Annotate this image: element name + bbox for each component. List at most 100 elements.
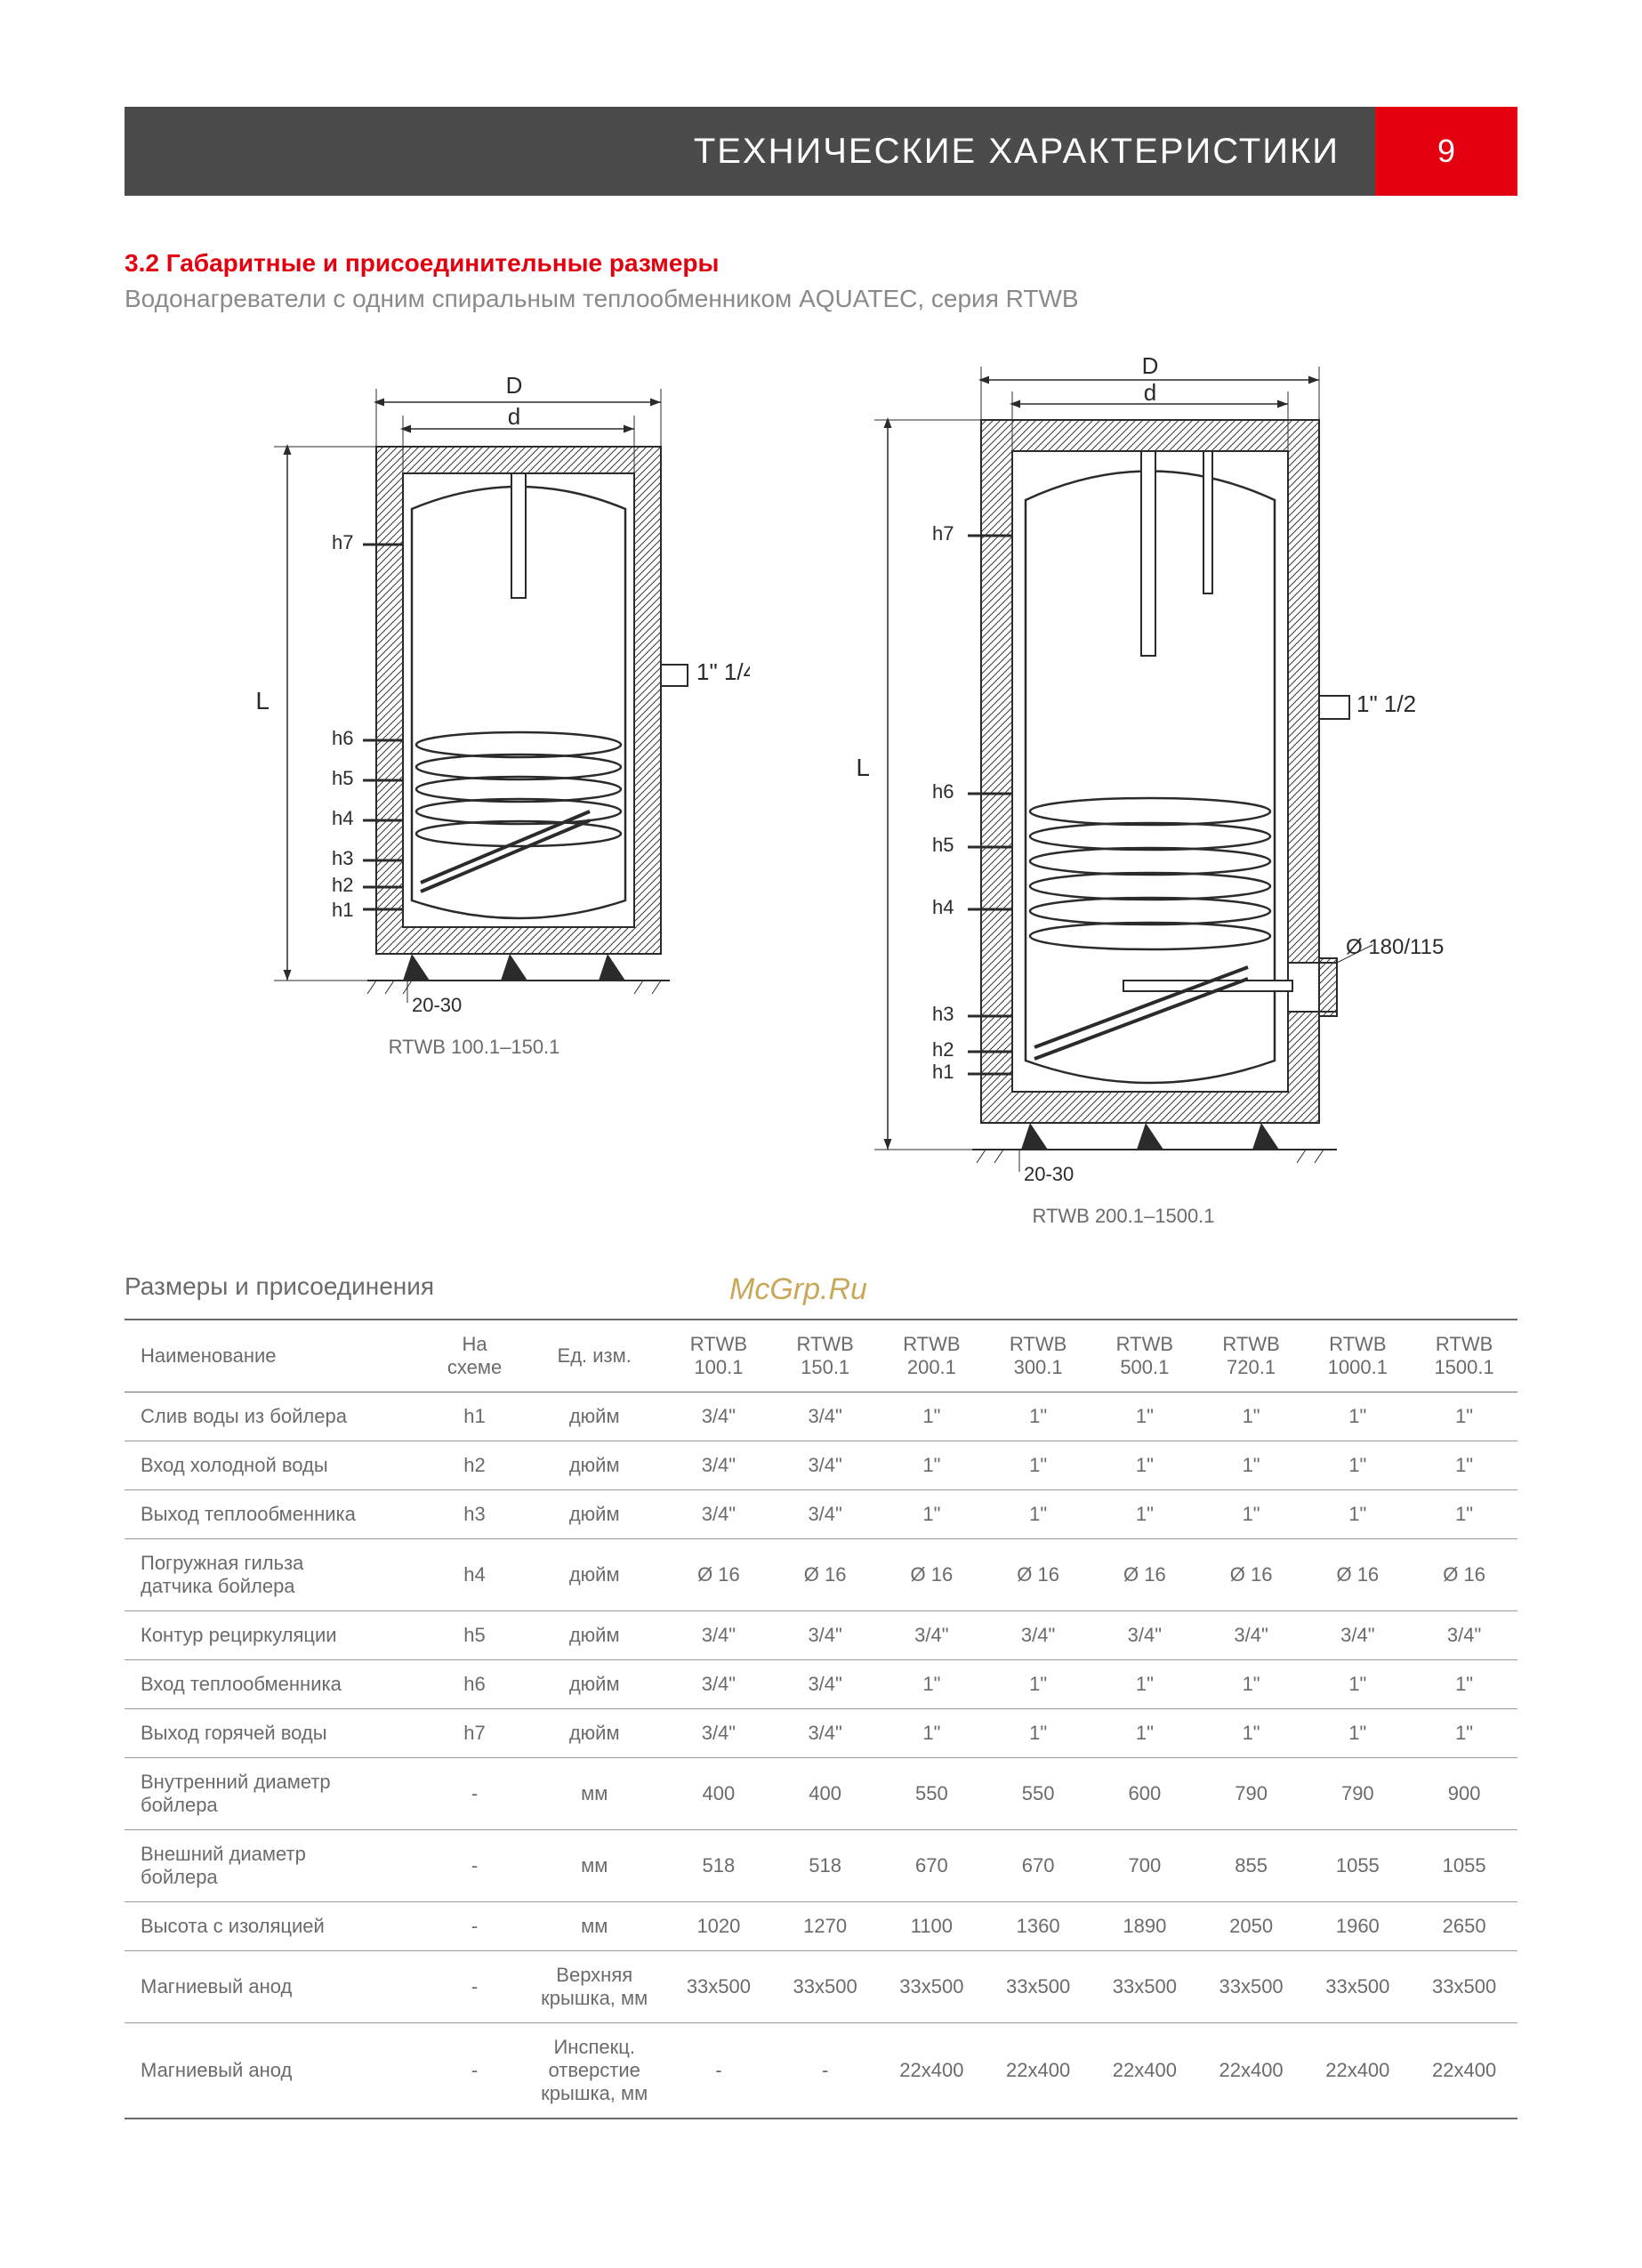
table-cell: 400: [772, 1758, 879, 1830]
table-cell: Ø 16: [1198, 1539, 1305, 1611]
table-cell: 1": [1198, 1441, 1305, 1490]
table-cell: 22х400: [985, 2023, 1091, 2119]
diagram-right-svg: D d L h7 h6 h5 h4 h3 h2 h1 1" 1/2 Ø 180/…: [803, 340, 1444, 1194]
table-cell: 33х500: [879, 1951, 986, 2023]
base-note: 20-30: [412, 994, 462, 1016]
table-cell: Высота с изоляцией: [125, 1902, 426, 1951]
table-cell: 3/4": [772, 1490, 879, 1539]
table-cell: 33х500: [1304, 1951, 1411, 2023]
table-cell: 3/4": [1091, 1611, 1198, 1660]
diagram-right-caption: RTWB 200.1–1500.1: [1032, 1205, 1214, 1228]
table-cell: 1270: [772, 1902, 879, 1951]
table-cell: 518: [665, 1830, 772, 1902]
table-col-header: Ед. изм.: [523, 1320, 665, 1392]
table-cell: 1": [1198, 1660, 1305, 1709]
dim-d: d: [1144, 379, 1156, 406]
table-cell: -: [426, 1830, 524, 1902]
table-cell: 33х500: [1091, 1951, 1198, 2023]
table-cell: Внутренний диаметр бойлера: [125, 1758, 426, 1830]
table-cell: 1": [1411, 1660, 1517, 1709]
table-cell: мм: [523, 1758, 665, 1830]
table-cell: h7: [426, 1709, 524, 1758]
dim-d: d: [508, 403, 520, 430]
table-header-row: НаименованиеНа схемеЕд. изм.RTWB 100.1RT…: [125, 1320, 1517, 1392]
table-cell: дюйм: [523, 1441, 665, 1490]
dim-h3: h3: [932, 1003, 954, 1025]
table-cell: -: [426, 1951, 524, 2023]
dim-L: L: [255, 687, 270, 714]
table-cell: 22х400: [879, 2023, 986, 2119]
table-cell: 1": [1304, 1441, 1411, 1490]
table-cell: 1055: [1411, 1830, 1517, 1902]
table-cell: 1360: [985, 1902, 1091, 1951]
table-cell: дюйм: [523, 1660, 665, 1709]
table-cell: -: [426, 2023, 524, 2119]
table-cell: 1": [1198, 1709, 1305, 1758]
table-cell: 3/4": [1198, 1611, 1305, 1660]
table-cell: Магниевый анод: [125, 2023, 426, 2119]
table-row: Внутренний диаметр бойлера-мм40040055055…: [125, 1758, 1517, 1830]
table-cell: 1": [985, 1441, 1091, 1490]
table-cell: дюйм: [523, 1611, 665, 1660]
table-cell: 855: [1198, 1830, 1305, 1902]
table-col-header: Наименование: [125, 1320, 426, 1392]
table-cell: Инспекц. отверстие крышка, мм: [523, 2023, 665, 2119]
base-note: 20-30: [1024, 1163, 1074, 1185]
table-cell: Ø 16: [985, 1539, 1091, 1611]
table-cell: 2650: [1411, 1902, 1517, 1951]
table-col-header: На схеме: [426, 1320, 524, 1392]
table-cell: Вход теплообменника: [125, 1660, 426, 1709]
table-cell: 1": [1091, 1490, 1198, 1539]
dim-h7: h7: [332, 531, 353, 553]
table-row: Магниевый анод-Верхняя крышка, мм33х5003…: [125, 1951, 1517, 2023]
table-cell: 1": [1304, 1490, 1411, 1539]
section-subtitle: Водонагреватели с одним спиральным тепло…: [125, 285, 1517, 313]
page: ТЕХНИЧЕСКИЕ ХАРАКТЕРИСТИКИ 9 3.2 Габарит…: [0, 0, 1642, 2268]
table-cell: 1": [1304, 1392, 1411, 1441]
table-row: Слив воды из бойлераh1дюйм3/4"3/4"1"1"1"…: [125, 1392, 1517, 1441]
table-cell: 1": [1304, 1660, 1411, 1709]
table-cell: 3/4": [1411, 1611, 1517, 1660]
table-cell: 1": [985, 1392, 1091, 1441]
table-cell: дюйм: [523, 1490, 665, 1539]
table-cell: 1": [1091, 1660, 1198, 1709]
diagram-left-svg: D d L h7 h6 h5 h4 h3 h2 h1 1" 1/4 20-30: [198, 340, 750, 1025]
dim-h6: h6: [932, 780, 954, 803]
table-cell: 550: [985, 1758, 1091, 1830]
dim-h5: h5: [932, 834, 954, 856]
table-cell: 3/4": [665, 1392, 772, 1441]
table-cell: 3/4": [772, 1660, 879, 1709]
table-cell: 33х500: [772, 1951, 879, 2023]
table-cell: 1": [879, 1392, 986, 1441]
dim-h2: h2: [332, 874, 353, 896]
dim-h6: h6: [332, 727, 353, 749]
table-cell: 33х500: [1411, 1951, 1517, 2023]
table-cell: 1": [879, 1490, 986, 1539]
table-cell: 2050: [1198, 1902, 1305, 1951]
table-cell: 1": [1411, 1392, 1517, 1441]
dim-D: D: [506, 372, 523, 399]
diagram-left-caption: RTWB 100.1–150.1: [389, 1036, 560, 1059]
table-cell: 600: [1091, 1758, 1198, 1830]
table-cell: 1": [1198, 1392, 1305, 1441]
table-cell: 1": [1091, 1709, 1198, 1758]
table-cell: 1": [879, 1660, 986, 1709]
table-row: Внешний диаметр бойлера-мм51851867067070…: [125, 1830, 1517, 1902]
table-col-header: RTWB 500.1: [1091, 1320, 1198, 1392]
table-cell: дюйм: [523, 1392, 665, 1441]
header-red-block: 9: [1375, 107, 1517, 196]
table-cell: 3/4": [1304, 1611, 1411, 1660]
table-cell: 790: [1198, 1758, 1305, 1830]
table-cell: Магниевый анод: [125, 1951, 426, 2023]
dim-h5: h5: [332, 767, 353, 789]
header-bar: ТЕХНИЧЕСКИЕ ХАРАКТЕРИСТИКИ 9: [125, 107, 1517, 196]
table-cell: Выход горячей воды: [125, 1709, 426, 1758]
table-cell: 3/4": [772, 1441, 879, 1490]
dim-h4: h4: [332, 807, 353, 829]
table-cell: 1": [1411, 1441, 1517, 1490]
table-cell: 790: [1304, 1758, 1411, 1830]
table-cell: 1": [1304, 1709, 1411, 1758]
table-cell: -: [772, 2023, 879, 2119]
table-cell: 670: [879, 1830, 986, 1902]
table-cell: 22х400: [1198, 2023, 1305, 2119]
